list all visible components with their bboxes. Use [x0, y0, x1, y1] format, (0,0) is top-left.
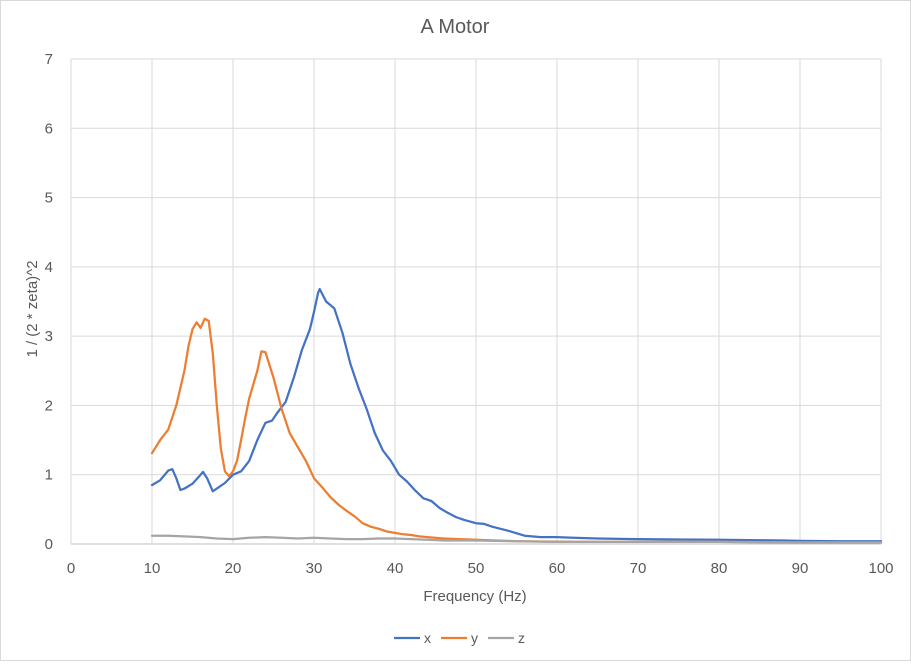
x-axis-label: Frequency (Hz)	[423, 588, 526, 605]
y-tick-label: 7	[45, 51, 53, 68]
x-tick-label: 50	[468, 560, 485, 577]
x-tick-label: 100	[868, 560, 893, 577]
chart-title: A Motor	[421, 16, 490, 38]
y-tick-label: 3	[45, 328, 53, 345]
x-tick-label: 0	[67, 560, 75, 577]
series-line-y	[150, 317, 883, 544]
grid	[70, 58, 882, 545]
legend-label-y: y	[471, 630, 478, 646]
x-tick-labels: 0 10 20 30 40 50 60 70 80 90 100	[67, 560, 894, 577]
y-tick-label: 1	[45, 467, 53, 484]
legend-label-z: z	[518, 630, 525, 646]
x-tick-label: 90	[792, 560, 809, 577]
x-tick-label: 20	[225, 560, 242, 577]
y-tick-label: 0	[45, 536, 53, 553]
y-tick-label: 2	[45, 397, 53, 414]
legend-label-x: x	[424, 630, 431, 646]
x-tick-label: 40	[387, 560, 404, 577]
x-tick-label: 30	[306, 560, 323, 577]
x-tick-label: 10	[144, 560, 161, 577]
legend: x y z	[394, 630, 525, 646]
x-tick-label: 60	[549, 560, 566, 577]
x-tick-label: 80	[711, 560, 728, 577]
series-lines	[150, 287, 883, 544]
y-tick-label: 6	[45, 120, 53, 137]
x-tick-label: 70	[630, 560, 647, 577]
series-line-x	[150, 287, 883, 543]
y-tick-label: 4	[45, 259, 53, 276]
series-line-z	[150, 534, 883, 544]
y-axis-label: 1 / (2 * zeta)^2	[24, 260, 41, 357]
y-tick-label: 5	[45, 190, 53, 207]
y-tick-labels: 0 1 2 3 4 5 6 7	[45, 51, 53, 553]
